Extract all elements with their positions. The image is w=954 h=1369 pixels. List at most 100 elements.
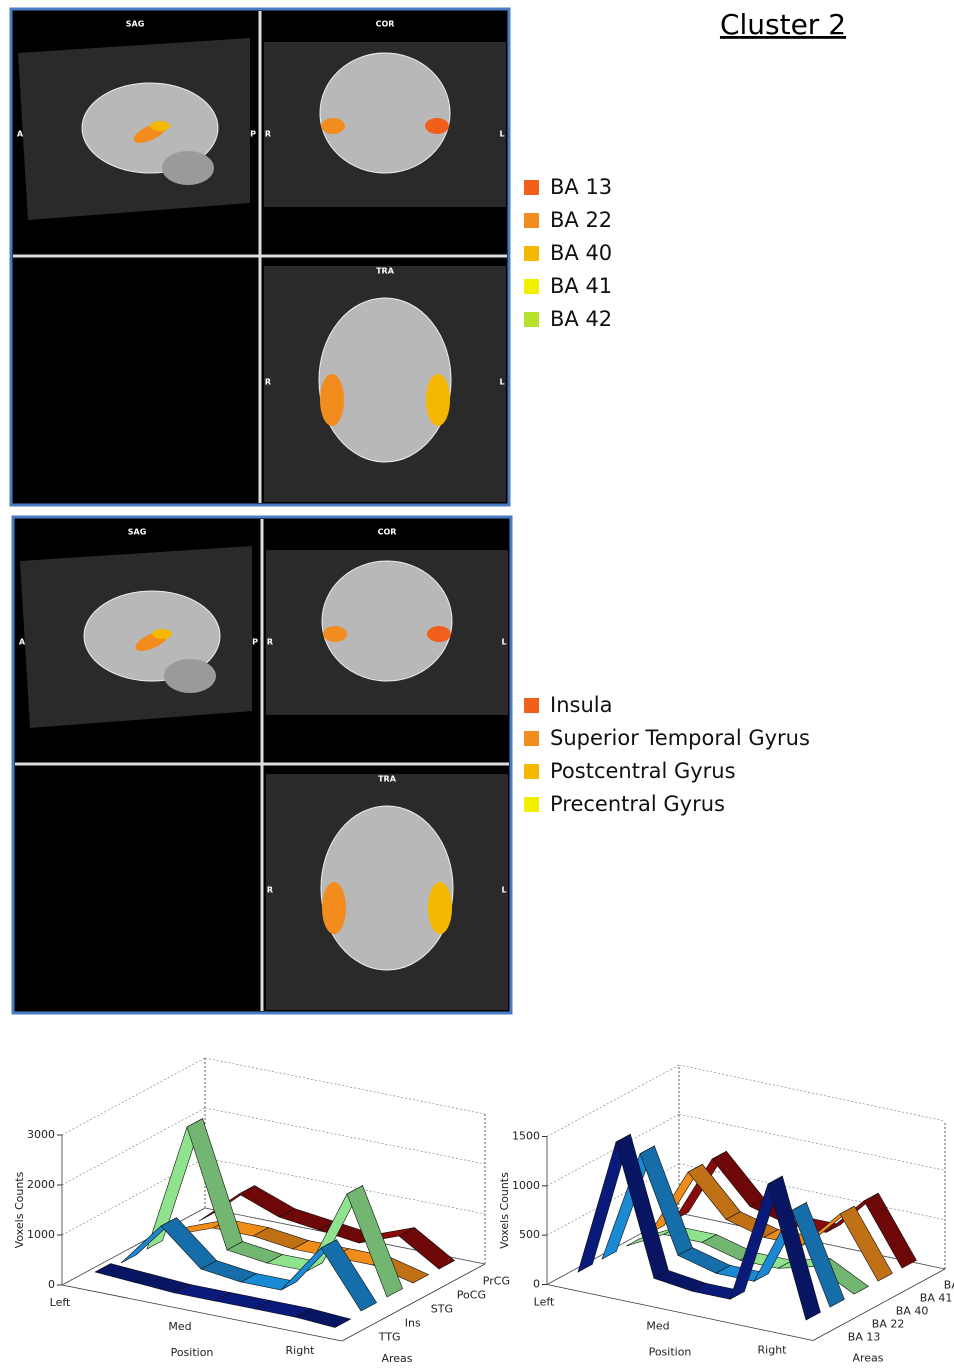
orientation-label: R [267, 886, 273, 895]
floor-edge [812, 1268, 946, 1341]
legend-label: BA 22 [550, 208, 612, 232]
x-axis-label: Position [171, 1346, 214, 1359]
orientation-label: L [501, 886, 506, 895]
x-tick-label: Right [758, 1344, 788, 1357]
brain [318, 297, 452, 463]
region [425, 118, 449, 134]
grid-line [204, 1157, 486, 1215]
ribbon-segment [398, 1227, 456, 1270]
cerebellum [162, 151, 214, 185]
area-tick-label: PrCG [483, 1274, 510, 1287]
region [152, 629, 172, 639]
region [322, 882, 346, 934]
y-axis-label: Voxels Counts [13, 1171, 26, 1248]
legend-label: BA 13 [550, 175, 612, 199]
orientation-label: R [265, 130, 271, 139]
grid-line [678, 1212, 946, 1270]
grid-line [61, 1157, 206, 1236]
region [428, 882, 452, 934]
view-label: SAG [128, 528, 147, 537]
grid-line [678, 1114, 946, 1171]
legend-swatch [524, 698, 539, 713]
legend-label: Precentral Gyrus [550, 792, 725, 816]
y-tick-label: 3000 [27, 1128, 55, 1141]
view-label: SAG [126, 20, 145, 29]
z-axis-label: Areas [381, 1352, 412, 1365]
grid-line [546, 1064, 680, 1137]
legend-swatch [524, 246, 539, 261]
orientation-label: R [265, 378, 271, 387]
legend-label: Postcentral Gyrus [550, 759, 736, 783]
brain-panel: SAG A P COR R L TRA R L [11, 515, 513, 1015]
region [321, 118, 345, 134]
brain [319, 52, 451, 174]
region [323, 626, 347, 642]
ribbon-segment [863, 1192, 917, 1269]
grid-line [678, 1064, 946, 1122]
ribbon-segment [294, 1308, 352, 1328]
y-tick-label: 1000 [512, 1179, 540, 1192]
legend-swatch [524, 731, 539, 746]
floor-edge [61, 1284, 343, 1342]
orientation-label: P [250, 130, 256, 139]
region [426, 374, 450, 426]
area-tick-label: BA 40 [896, 1305, 929, 1318]
ribbon-segment [320, 1239, 378, 1312]
cerebellum [164, 659, 216, 693]
orientation-label: A [19, 638, 26, 647]
x-tick-label: Med [646, 1320, 669, 1333]
orientation-label: P [252, 638, 258, 647]
area-tick-label: Ins [405, 1316, 421, 1329]
y-tick-label: 0 [533, 1278, 540, 1291]
orientation-label: L [499, 130, 504, 139]
floor-edge [341, 1263, 486, 1342]
ribbon-segment [767, 1175, 821, 1321]
grid-line [61, 1107, 206, 1186]
legend-label: BA 40 [550, 241, 612, 265]
view-label: TRA [376, 267, 395, 276]
area-tick-label: STG [431, 1302, 453, 1315]
x-tick-label: Right [286, 1344, 316, 1357]
grid-line [204, 1107, 486, 1165]
grid-line [204, 1057, 486, 1115]
grid-line [61, 1057, 206, 1136]
region [150, 121, 170, 131]
legend-label: BA 41 [550, 274, 612, 298]
y-axis-label: Voxels Counts [498, 1172, 511, 1249]
area-tick-label: BA 41 [920, 1292, 953, 1305]
orientation-label: A [17, 130, 24, 139]
area-tick-label: BA 13 [848, 1331, 881, 1344]
ribbon-segment [238, 1185, 296, 1218]
area-tick-label: PoCG [457, 1288, 486, 1301]
legend-swatch [524, 279, 539, 294]
x-axis-label: Position [649, 1346, 692, 1359]
view-label: COR [378, 528, 397, 537]
view-label: COR [376, 20, 395, 29]
area-tick-label: TTG [378, 1330, 401, 1343]
brain-panel: SAG A P COR R L TRA R L [9, 7, 511, 507]
brain [321, 560, 453, 682]
x-tick-label: Med [168, 1320, 191, 1333]
y-tick-label: 1000 [27, 1228, 55, 1241]
ribbon-segment [791, 1202, 845, 1308]
figure-title: Cluster 2 [720, 8, 846, 41]
brain [320, 805, 454, 971]
legend-swatch [524, 213, 539, 228]
orientation-label: L [499, 378, 504, 387]
region [427, 626, 451, 642]
x-tick-label: Left [534, 1296, 555, 1309]
area-tick-label: BA 42 [944, 1279, 954, 1292]
legend-label: Superior Temporal Gyrus [550, 726, 810, 750]
region [320, 374, 344, 426]
z-axis-label: Areas [852, 1352, 883, 1365]
y-tick-label: 1500 [512, 1130, 540, 1143]
orientation-label: R [267, 638, 273, 647]
orientation-label: L [501, 638, 506, 647]
legend-swatch [524, 764, 539, 779]
ribbon-segment [346, 1185, 403, 1298]
view-label: TRA [378, 775, 397, 784]
legend-swatch [524, 180, 539, 195]
legend-swatch [524, 797, 539, 812]
y-tick-label: 0 [48, 1278, 55, 1291]
